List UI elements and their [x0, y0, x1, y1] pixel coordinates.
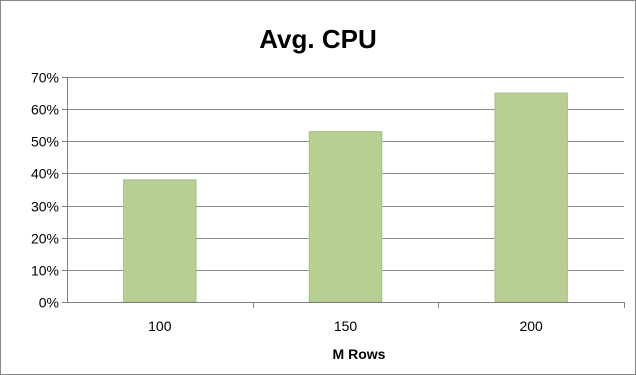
bars	[123, 92, 568, 303]
y-tick-label: 40%	[31, 166, 59, 182]
bar	[308, 131, 383, 303]
y-tick-label: 10%	[31, 263, 59, 279]
x-tick-label: 200	[519, 318, 543, 334]
x-tick-label: 100	[148, 318, 172, 334]
y-tick-label: 20%	[31, 231, 59, 247]
chart-title: Avg. CPU	[259, 24, 377, 54]
x-axis-tick-labels: 100 150 200	[148, 318, 543, 334]
y-axis-tick-labels: 0% 10% 20% 30% 40% 50% 60% 70%	[31, 70, 59, 311]
x-axis-title: M Rows	[333, 346, 386, 362]
x-tick-label: 150	[334, 318, 358, 334]
y-tick-label: 0%	[39, 295, 59, 311]
bar	[123, 179, 197, 303]
y-tick-label: 70%	[31, 70, 59, 86]
y-tick-label: 60%	[31, 102, 59, 118]
y-tick-label: 30%	[31, 199, 59, 215]
axes	[62, 77, 625, 308]
y-tick-label: 50%	[31, 134, 59, 150]
bar	[494, 92, 568, 303]
